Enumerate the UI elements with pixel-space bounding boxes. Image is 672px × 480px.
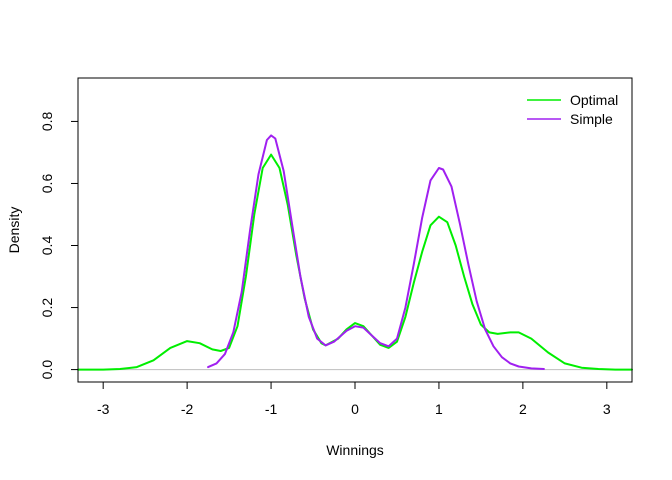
y-tick-label: 0.8 [39, 111, 55, 131]
series-line-simple [207, 134, 545, 370]
x-axis-title: Winnings [326, 442, 384, 458]
x-tick-label: 2 [519, 401, 527, 417]
y-tick-label: 0.2 [39, 298, 55, 318]
x-tick-label: -3 [97, 401, 110, 417]
legend-label-optimal: Optimal [570, 92, 618, 108]
x-tick-label: 1 [435, 401, 443, 417]
x-tick-label: 0 [351, 401, 359, 417]
series-layer [77, 134, 633, 371]
y-tick-label: 0.4 [39, 236, 55, 256]
legend-label-simple: Simple [570, 111, 613, 127]
x-tick-label: 3 [603, 401, 611, 417]
y-tick-label: 0.0 [39, 360, 55, 380]
x-tick-label: -2 [181, 401, 194, 417]
legend: Optimal Simple [527, 92, 618, 127]
x-axis: -3 -2 -1 0 1 2 3 [97, 382, 611, 417]
x-tick-label: -1 [265, 401, 278, 417]
y-axis: 0.0 0.2 0.4 0.6 0.8 [39, 111, 78, 379]
series-line-optimal [77, 153, 633, 371]
y-tick-label: 0.6 [39, 174, 55, 194]
y-axis-title: Density [6, 207, 22, 254]
